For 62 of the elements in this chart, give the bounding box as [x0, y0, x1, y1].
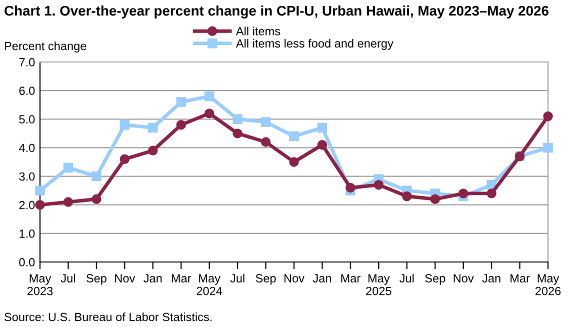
point	[204, 91, 214, 102]
chart-title: Chart 1. Over-the-year percent change in CPI-U, Urban Hawaii, May 2023–May 2026	[4, 5, 548, 19]
point	[402, 191, 412, 202]
x-tick-label: May 2023	[27, 274, 53, 296]
point	[543, 142, 553, 153]
y-tick-label: 7.0	[19, 58, 35, 66]
point	[148, 122, 158, 133]
point	[486, 188, 496, 198]
y-axis-title: Percent change	[4, 42, 86, 52]
point	[430, 194, 440, 204]
point	[176, 97, 186, 107]
point	[458, 188, 468, 198]
y-tick-label: 0.0	[19, 258, 35, 266]
point	[92, 194, 102, 204]
x-tick-label: Nov	[115, 274, 136, 282]
y-tick-label: 5.0	[19, 115, 35, 124]
point	[289, 131, 299, 142]
y-tick-label: 2.0	[19, 200, 35, 210]
x-tick-label: Jan	[312, 274, 331, 282]
legend-label: All items less food and energy	[236, 38, 394, 50]
y-tick-label: 4.0	[19, 144, 35, 152]
x-tick-label: Jan	[482, 274, 500, 282]
x-tick-label: May 2024	[196, 274, 222, 296]
source-note: Source: U.S. Bureau of Labor Statistics.	[4, 312, 212, 322]
x-tick-label: Jan	[144, 274, 162, 282]
point	[232, 114, 242, 124]
point	[35, 200, 45, 210]
point	[317, 122, 328, 133]
x-tick-label: Jul	[230, 274, 244, 282]
point	[232, 128, 242, 138]
x-tick-label: May 2025	[366, 274, 392, 296]
x-tick-label: Sep	[86, 274, 106, 285]
point	[148, 146, 158, 156]
legend-label: All items	[236, 26, 280, 36]
point	[92, 171, 102, 182]
y-tick-label: 3.0	[19, 172, 35, 181]
point	[260, 137, 271, 147]
point	[63, 197, 74, 207]
point	[35, 186, 45, 196]
x-tick-label: Jul	[400, 274, 414, 282]
point	[346, 182, 356, 193]
point	[317, 140, 328, 150]
x-tick-label: Nov	[284, 274, 304, 282]
point	[63, 162, 74, 173]
point	[204, 108, 214, 118]
point	[120, 154, 130, 164]
x-tick-label: Jul	[60, 274, 75, 282]
x-tick-label: Sep	[256, 274, 276, 285]
x-tick-label: Mar	[172, 274, 192, 282]
point	[120, 120, 130, 130]
point	[289, 157, 299, 167]
y-tick-label: 6.0	[19, 86, 35, 95]
point	[543, 111, 553, 122]
point	[260, 117, 271, 127]
y-tick-label: 1.0	[20, 229, 35, 238]
x-tick-label: Mar	[341, 274, 360, 282]
point	[374, 180, 384, 190]
x-tick-label: Nov	[454, 274, 474, 282]
x-tick-label: Mar	[510, 274, 530, 282]
x-tick-label: May 2026	[535, 274, 561, 296]
x-tick-label: Sep	[425, 274, 446, 285]
point	[176, 120, 186, 130]
